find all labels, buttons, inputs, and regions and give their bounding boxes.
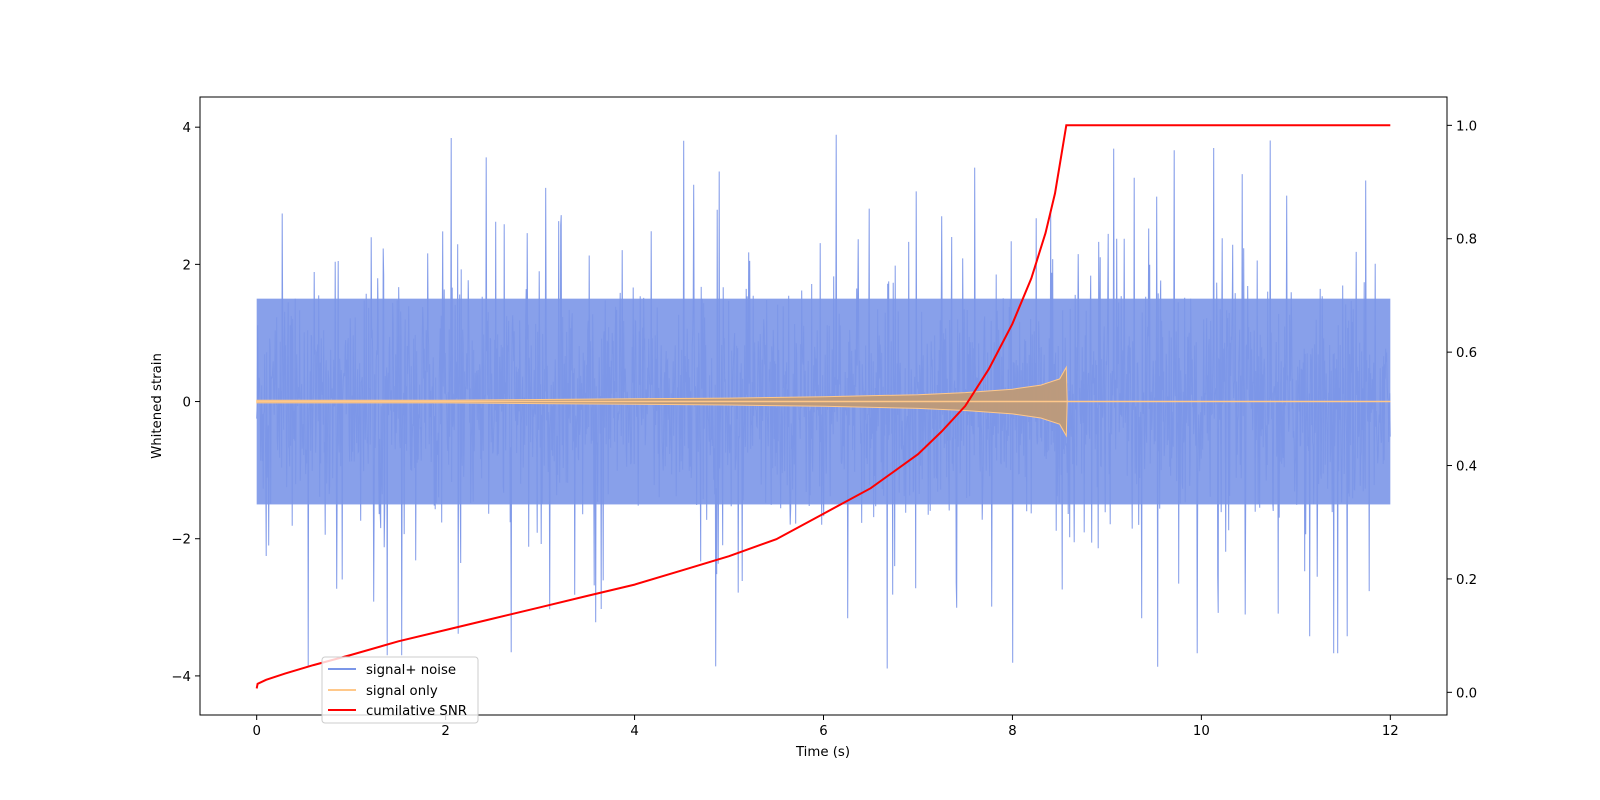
y2-tick-label: 0.2 <box>1456 573 1477 588</box>
plot-area <box>255 124 1391 689</box>
legend-box <box>321 656 479 724</box>
x-axis-label: Time (s) <box>795 745 850 760</box>
y-tick-label: 2 <box>183 258 191 273</box>
x-tick-label: 8 <box>1008 724 1016 739</box>
x-tick-label: 12 <box>1382 724 1399 739</box>
series-signal-only <box>256 365 1391 438</box>
y2-tick-label: 0.4 <box>1456 460 1477 475</box>
y-tick-label: 0 <box>183 396 191 411</box>
x-tick-label: 0 <box>252 724 260 739</box>
legend-label-signal-only: signal only <box>366 684 438 699</box>
y-axis-right: 0.0 0.2 0.4 0.6 0.8 1.0 <box>1447 119 1477 701</box>
y2-tick-label: 1.0 <box>1456 119 1477 134</box>
y2-tick-label: 0.0 <box>1456 686 1477 701</box>
y2-tick-label: 0.8 <box>1456 233 1477 248</box>
x-tick-label: 10 <box>1193 724 1210 739</box>
y-axis-label: Whitened strain <box>150 353 165 459</box>
y-axis-left: −4 −2 0 2 4 <box>171 121 200 685</box>
y-tick-label: −2 <box>171 533 191 548</box>
y2-tick-label: 0.6 <box>1456 346 1477 361</box>
legend-label-signal-plus-noise: signal+ noise <box>366 663 456 678</box>
y-tick-label: 4 <box>183 121 191 136</box>
y-tick-label: −4 <box>171 670 191 685</box>
x-tick-label: 4 <box>630 724 638 739</box>
legend-label-cumulative-snr: cumilative SNR <box>366 704 467 719</box>
x-tick-label: 2 <box>441 724 449 739</box>
x-tick-label: 6 <box>819 724 827 739</box>
legend: signal+ noise signal only cumilative SNR <box>321 656 479 724</box>
